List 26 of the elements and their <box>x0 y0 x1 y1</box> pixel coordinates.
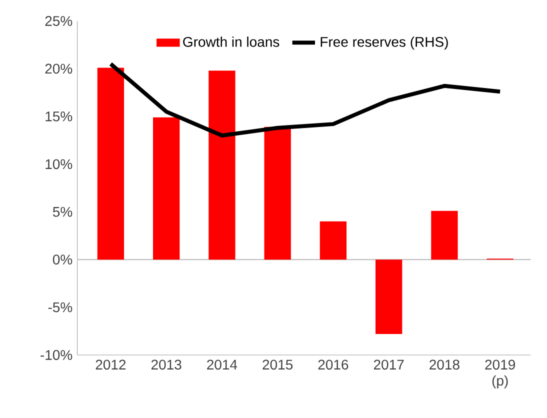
x-tick-label: 2012 <box>96 360 126 370</box>
y-tick-label: 0% <box>52 254 72 265</box>
bar <box>376 260 402 334</box>
bar <box>97 68 124 260</box>
x-tick-label: 2019 (p) <box>485 360 515 388</box>
y-tick-label: 10% <box>46 159 72 170</box>
x-tick-label: 2016 <box>318 360 348 370</box>
line-series <box>108 62 502 138</box>
bar <box>153 117 180 260</box>
bar <box>431 210 458 260</box>
y-tick-label: 15% <box>46 112 72 122</box>
x-tick-label: 2015 <box>262 360 293 370</box>
legend-label: Free reserves (RHS) <box>320 36 448 50</box>
bar <box>320 221 347 260</box>
bar <box>264 126 291 260</box>
y-tick-label: 25% <box>45 16 72 26</box>
legend-label: Growth in loans <box>183 36 280 47</box>
y-tick-label: -10% <box>40 350 72 360</box>
x-tick-label: 2017 <box>374 360 404 370</box>
x-tick-label: 2018 <box>430 360 460 370</box>
x-tick-label: 2014 <box>207 360 238 370</box>
y-tick-label: -5% <box>48 302 72 312</box>
x-tick-label: 2013 <box>151 360 182 370</box>
bar <box>208 70 236 260</box>
y-tick-label: 5% <box>52 206 72 217</box>
y-tick-label: 20% <box>45 64 72 74</box>
